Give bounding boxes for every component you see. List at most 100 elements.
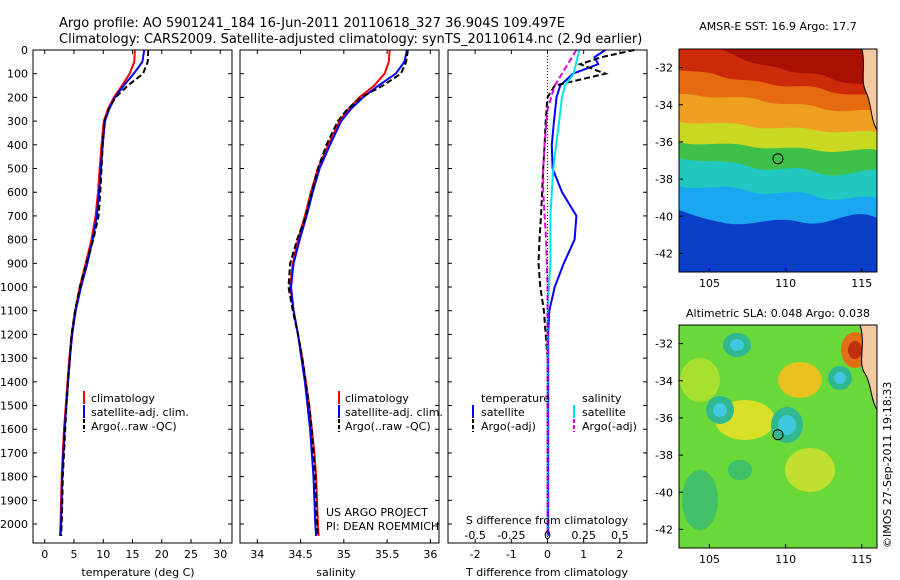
lat-tick-label: -32 xyxy=(655,62,673,75)
lon-tick-label: 110 xyxy=(775,277,796,290)
sla-blob xyxy=(834,372,846,384)
legend-salinity-title: salinity xyxy=(582,392,622,405)
s-diff-tick-label: -0.5 xyxy=(464,529,485,542)
s-difference-label: S difference from climatology xyxy=(466,514,629,527)
sst-darkred-band xyxy=(720,49,877,86)
legend-satellite-label: satellite-adj. clim. xyxy=(91,406,189,419)
sla-lon-axis: 105 110 115 xyxy=(699,544,872,566)
sst-lon-axis: 105 110 115 xyxy=(699,268,872,290)
x-tick-label: 30 xyxy=(213,548,227,561)
series-salinity-satellite xyxy=(546,49,581,536)
temperature-panel: 0100200300400500600700800900100011001200… xyxy=(0,44,233,579)
pi-annotation: PI: DEAN ROEMMICH xyxy=(326,520,439,533)
sla-argo-marker xyxy=(772,429,784,441)
depth-tick-label: 900 xyxy=(7,257,28,270)
depth-tick-label: 0 xyxy=(21,44,28,57)
depth-tick-label: 1300 xyxy=(0,352,28,365)
sla-blob xyxy=(728,460,752,480)
x-tick-label: 0 xyxy=(41,548,48,561)
difference-panel: -2 -1 0 1 2 -0.5 -0.25 0 0.25 0.5 S difference f… xyxy=(447,49,648,579)
salinity-panel: 34 34.5 35 35.5 36 salinity climatology sate… xyxy=(239,49,443,579)
x-tick-label: 36 xyxy=(423,548,437,561)
legend-temp-satellite-label: satellite xyxy=(481,406,525,419)
x-tick-label: 1 xyxy=(580,548,587,561)
depth-tick-label: 1000 xyxy=(0,281,28,294)
header-line-1: Argo profile: AO 5901241_184 16-Jun-2011… xyxy=(59,16,565,31)
sst-argo-marker xyxy=(772,153,784,165)
sla-blob xyxy=(848,341,862,359)
legend-temp-argo-label: Argo(-adj) xyxy=(481,420,536,433)
salinity-frame xyxy=(239,49,440,544)
temperature-plot-area xyxy=(58,49,150,536)
depth-tick-label: 1400 xyxy=(0,376,28,389)
sst-map-title: AMSR-E SST: 16.9 Argo: 17.7 xyxy=(699,20,857,33)
salinity-x-label: salinity xyxy=(316,566,356,579)
x-tick-label: -2 xyxy=(470,548,481,561)
depth-tick-label: 1800 xyxy=(0,471,28,484)
temperature-legend: climatology satellite-adj. clim. Argo(..… xyxy=(83,391,189,433)
depth-tick-label: 600 xyxy=(7,186,28,199)
sla-map-title: Altimetric SLA: 0.048 Argo: 0.038 xyxy=(686,307,870,320)
depth-tick-label: 1100 xyxy=(0,305,28,318)
sla-heatmap xyxy=(679,325,877,548)
x-tick-label: -1 xyxy=(506,548,517,561)
salinity-x-axis: 34 34.5 35 35.5 36 xyxy=(250,50,437,561)
sla-map-frame xyxy=(678,324,878,549)
argo-position-marker xyxy=(772,429,784,441)
x-tick-label: 35.5 xyxy=(375,548,400,561)
lon-tick-label: 115 xyxy=(851,553,872,566)
argo-position-marker xyxy=(772,153,784,165)
depth-tick-label: 1900 xyxy=(0,494,28,507)
series-satellite-adj-clim xyxy=(59,49,146,536)
lat-tick-label: -40 xyxy=(655,486,673,499)
series-temperature-satellite xyxy=(547,49,606,536)
x-tick-label: 35 xyxy=(337,548,351,561)
x-tick-label: 25 xyxy=(184,548,198,561)
lat-tick-label: -42 xyxy=(655,247,673,260)
lat-tick-label: -38 xyxy=(655,449,673,462)
lat-tick-label: -36 xyxy=(655,136,673,149)
lat-tick-label: -34 xyxy=(655,99,673,112)
depth-tick-label: 400 xyxy=(7,139,28,152)
x-tick-label: 34 xyxy=(250,548,264,561)
series-salinity-argo-adj xyxy=(542,49,578,536)
series-argo-raw-qc xyxy=(287,49,409,536)
sla-map: Altimetric SLA: 0.048 Argo: 0.038 105 110… xyxy=(655,307,878,566)
depth-tick-label: 1600 xyxy=(0,423,28,436)
legend-temperature-title: temperature xyxy=(481,392,550,405)
x-tick-label: 2 xyxy=(616,548,623,561)
depth-tick-label: 100 xyxy=(7,68,28,81)
sla-blob xyxy=(713,403,727,417)
lat-tick-label: -38 xyxy=(655,173,673,186)
sla-blob xyxy=(680,358,720,402)
sst-map-frame xyxy=(678,48,878,273)
depth-tick-label: 200 xyxy=(7,91,28,104)
x-tick-label: 34.5 xyxy=(288,548,313,561)
t-difference-x-axis: -2 -1 0 1 2 xyxy=(470,50,623,561)
depth-tick-label: 500 xyxy=(7,163,28,176)
sla-blob xyxy=(785,448,835,492)
lon-tick-label: 110 xyxy=(775,553,796,566)
s-diff-tick-label: 0.5 xyxy=(611,529,629,542)
timestamp-note: ©IMOS 27-Sep-2011 19:18:33 xyxy=(881,382,894,548)
depth-tick-label: 1700 xyxy=(0,447,28,460)
s-diff-tick-label: 0 xyxy=(544,529,551,542)
sst-lat-axis: -32 -34 -36 -38 -40 -42 xyxy=(655,62,683,260)
depth-axis: 0 100 200 300 400 500 600 700 800 900 1000 1100 1200… xyxy=(0,44,232,531)
x-tick-label: 20 xyxy=(155,548,169,561)
depth-tick-label: 700 xyxy=(7,210,28,223)
difference-plot-area xyxy=(537,49,635,543)
s-diff-tick-label: 0.25 xyxy=(571,529,596,542)
sst-coastline xyxy=(861,49,877,131)
sla-blob xyxy=(682,470,718,530)
lat-tick-label: -34 xyxy=(655,375,673,388)
x-tick-label: 0 xyxy=(544,548,551,561)
legend-argo-label: Argo(..raw -QC) xyxy=(91,420,177,433)
depth-tick-label: 1500 xyxy=(0,400,28,413)
legend-satellite-label: satellite-adj. clim. xyxy=(345,406,443,419)
salinity-plot-area xyxy=(287,49,409,536)
sla-lat-axis: -32 -34 -36 -38 -40 -42 xyxy=(655,338,683,536)
lon-tick-label: 105 xyxy=(699,277,720,290)
sst-map: AMSR-E SST: 16.9 Argo: 17.7 105 110 115 -3… xyxy=(655,20,878,290)
